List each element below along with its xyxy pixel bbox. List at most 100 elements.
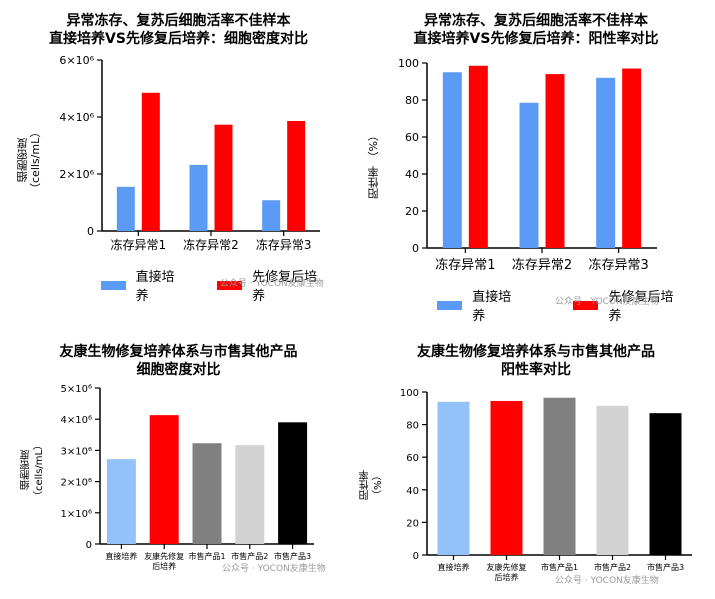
x-tick-label: 市售产品1 [188,551,225,561]
chart-title: 友康生物修复培养体系与市售其他产品 阳性率对比 [357,343,715,379]
legend-label: 先修复后培养 [252,270,318,304]
watermark: 公众号 · YOCON友康生物 [220,276,324,289]
legend-swatch [217,280,243,290]
bar [141,92,160,232]
x-tick-label: 市售产品3 [647,562,684,572]
bar [214,124,233,231]
x-tick-label: 市售产品2 [594,562,631,572]
y-tick-label: 4×10⁶ [59,111,94,124]
legend-swatch [437,300,463,310]
x-tick-label: 市售产品1 [541,562,578,572]
chart-panel-bottom-right: 友康生物修复培养体系与市售其他产品 阳性率对比 0 20 40 60 80 100 直接培养… [357,335,715,599]
x-tick-label: 冻存异常3 [589,257,649,273]
bar [543,397,576,555]
bar [596,77,616,248]
y-axis-label: 细胞密度 （cells/mL） [16,110,50,210]
chart-panel-bottom-left: 友康生物修复培养体系与市售其他产品 细胞密度对比 0 1×10⁶ 2×10⁶ 3×10… [0,335,357,599]
bar [649,413,682,555]
x-tick-label: 后培养 [495,572,519,582]
chart-panel-top-right: 异常冻存、复苏后细胞活率不佳样本 直接培养VS先修复后培养：阳性率对比 0 20 4… [357,0,715,324]
chart-title-line1: 异常冻存、复苏后细胞活率不佳样本 [424,13,648,29]
y-tick-label: 100 [400,388,419,399]
y-tick-label: 1×10⁶ [61,509,92,520]
watermark: 公众号 · YOCON友康生物 [222,561,326,574]
y-tick-label: 60 [405,131,419,144]
x-tick-label: 市售产品2 [231,551,268,561]
y-tick-label: 80 [406,421,419,432]
x-tick-label: 冻存异常1 [435,257,495,273]
chart-title-line1: 友康生物修复培养体系与市售其他产品 [417,344,655,360]
legend-item: 先修复后培养 [217,266,321,304]
y-axis-label-line1: 细胞密度 [16,138,29,182]
bar [149,415,179,544]
legend-item: 直接培养 [101,266,181,304]
y-axis-label-line2: （cells/mL） [34,439,45,501]
y-axis-label-line2: （%） [373,470,384,500]
bar [442,72,462,248]
chart-title-line1: 友康生物修复培养体系与市售其他产品 [59,344,298,360]
y-tick-label: 40 [406,486,419,497]
chart-title: 异常冻存、复苏后细胞活率不佳样本 直接培养VS先修复后培养：细胞密度对比 [0,12,357,48]
chart-title-line2: 阳性率对比 [501,362,571,378]
watermark-text: 公众号 · YOCON友康生物 [222,564,326,574]
y-tick-label: 4×10⁶ [61,415,92,426]
legend-label: 直接培养 [472,290,512,324]
chart-svg: 0 2×10⁶ 4×10⁶ 6×10⁶ 冻存异常1 冻存异常2 冻存异常3 [59,54,320,252]
bar [189,164,208,231]
y-tick-label: 100 [398,57,419,70]
bar [278,422,308,544]
y-axis-label: 阳性率 （%） [359,455,389,515]
legend-swatch [101,280,126,290]
legend-label: 直接培养 [135,270,175,304]
chart-legend: 直接培养 先修复后培养 [437,286,715,324]
chart-title-line2: 细胞密度对比 [136,362,221,378]
y-axis-label: 细胞密度 （cells/mL） [20,420,50,520]
legend-item: 直接培养 [437,286,519,324]
y-axis-label-line1: 阳性率 [360,470,371,500]
y-axis-label-line1: 细胞密度 [21,450,32,490]
y-axis-label-line1: 阳性率 [367,166,380,200]
chart-title: 异常冻存、复苏后细胞活率不佳样本 直接培养VS先修复后培养：阳性率对比 [357,12,715,48]
y-tick-label: 80 [405,94,419,107]
chart-legend: 直接培养 先修复后培养 [101,266,357,304]
chart-svg: 0 20 40 60 80 100 冻存异常1 冻存异常2 冻存异常3 [398,57,657,273]
y-tick-label: 0 [87,225,94,238]
chart-title-line2: 直接培养VS先修复后培养：阳性率对比 [413,31,659,47]
watermark: 公众号 · YOCON友康生物 [555,294,659,307]
chart-panel-top-left: 异常冻存、复苏后细胞活率不佳样本 直接培养VS先修复后培养：细胞密度对比 0 2×… [0,0,357,304]
watermark-text: 公众号 · YOCON友康生物 [220,279,324,289]
x-tick-label: 直接培养 [105,551,137,561]
bar [545,74,565,248]
y-tick-label: 0 [86,540,92,551]
y-tick-label: 60 [406,453,419,464]
bar [287,120,306,231]
legend-swatch [573,300,599,310]
chart-title-line2: 直接培养VS先修复后培养：细胞密度对比 [49,31,308,47]
x-tick-label: 友康先修复 [144,551,184,561]
bar [235,445,265,544]
y-tick-label: 3×10⁶ [61,446,92,457]
chart-title: 友康生物修复培养体系与市售其他产品 细胞密度对比 [0,343,357,379]
x-tick-label: 市售产品3 [274,551,311,561]
x-tick-label: 冻存异常3 [256,237,312,252]
x-tick-label: 友康先修复 [487,562,527,572]
bar [437,401,470,555]
legend-label: 先修复后培养 [608,290,674,324]
y-tick-label: 2×10⁶ [61,478,92,489]
y-tick-label: 0 [412,242,419,255]
bar [106,459,136,544]
y-axis-label: 阳性率 （%） [367,130,403,200]
watermark-text: 公众号 · YOCON友康生物 [555,297,659,307]
chart-title-line1: 异常冻存、复苏后细胞活率不佳样本 [66,13,291,29]
watermark-text: 公众号 · YOCON友康生物 [555,576,659,586]
x-tick-label: 后培养 [152,561,176,571]
bar [622,68,642,248]
bar [468,65,488,249]
bar [192,443,222,544]
y-tick-label: 6×10⁶ [59,54,94,67]
y-tick-label: 20 [406,518,419,529]
x-tick-label: 冻存异常1 [111,237,167,252]
bar [519,102,539,249]
